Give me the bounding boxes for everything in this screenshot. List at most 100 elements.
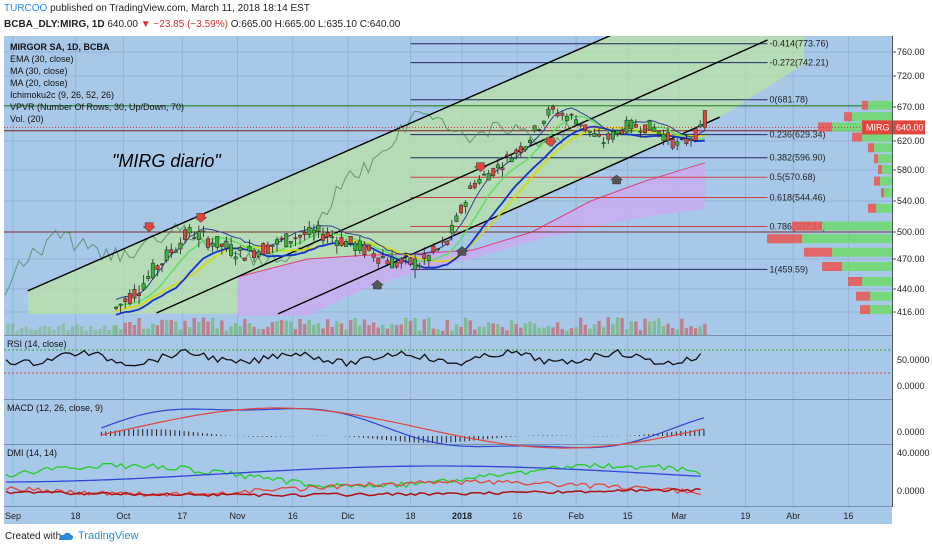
indicator-label: 40.0000 <box>897 448 930 458</box>
candle-body <box>270 245 275 247</box>
volume-bar <box>293 329 298 335</box>
tradingview-logo-icon <box>59 532 74 540</box>
ichimoku-cloud <box>237 162 705 316</box>
created-with-text: Created with <box>5 531 62 542</box>
candle-body <box>569 113 574 116</box>
time-axis-labels: Sep 18 Oct 17 Nov 16 Dic 18 2018 16 Feb 15 Mar 19 Abr 1… <box>5 511 853 521</box>
volume-bar <box>496 324 500 335</box>
volume-bar <box>29 329 33 335</box>
candle-body <box>261 243 266 255</box>
channel-line[interactable] <box>27 36 628 292</box>
volume-bar <box>102 325 107 335</box>
symbol-name[interactable]: BCBA_DLY:MIRG, 1D <box>4 19 105 30</box>
signal-arrow-icon <box>543 137 558 147</box>
legend-item[interactable]: EMA (30, close) <box>10 54 74 64</box>
volume-bar <box>450 330 454 335</box>
dmi-title: DMI (14, 14) <box>7 448 57 458</box>
vpvr-down-bar <box>818 122 832 132</box>
candle-body <box>155 265 160 270</box>
chart-header: TURCOO published on TradingView.com, Mar… <box>0 0 932 36</box>
volume-bar <box>279 320 284 335</box>
candle-body <box>252 250 256 258</box>
candle-body <box>376 257 381 264</box>
candle-body <box>146 276 151 279</box>
candle-body <box>445 240 450 245</box>
volume-bar <box>652 320 656 335</box>
volume-bar <box>79 326 84 335</box>
vpvr-down-bar <box>822 262 842 271</box>
signal-arrow-icon <box>142 222 156 233</box>
volume-bar <box>565 330 569 335</box>
candle-body <box>449 224 454 234</box>
footer: Created with TradingView <box>0 524 932 550</box>
vpvr-up-bar <box>876 203 892 213</box>
volume-bar <box>330 326 334 335</box>
candle-body <box>233 256 238 260</box>
price-label: 760.00 <box>897 47 925 57</box>
candle-body <box>118 303 123 306</box>
price-label: 500.00 <box>897 227 925 237</box>
volume-bar <box>348 320 353 335</box>
candle-body <box>652 126 657 132</box>
signal-arrows <box>142 137 624 290</box>
candle-body <box>463 202 468 207</box>
candle-body <box>229 244 233 256</box>
vpvr-up-bar <box>874 143 892 153</box>
volume-bar <box>684 327 689 335</box>
volume-bar <box>463 317 468 335</box>
ohlc-values: O:665.00 H:665.00 L:635.10 C:640.00 <box>230 19 401 30</box>
volume-bar <box>597 320 601 335</box>
volume-bar <box>666 323 670 335</box>
volume-bar <box>321 328 325 335</box>
price-label: 580.00 <box>897 165 925 175</box>
volume-bar <box>698 326 702 335</box>
candle-body <box>150 262 155 279</box>
candle-body <box>523 146 528 150</box>
candle-body <box>505 154 509 157</box>
fib-label: 0.236(629.34) <box>769 130 825 140</box>
candle-body <box>597 133 601 137</box>
channel-line[interactable] <box>156 39 768 314</box>
price-label: 440.00 <box>897 284 925 294</box>
candle-body <box>546 108 551 116</box>
price-chart[interactable]: -0.414(773.76) -0.272(742.21) 0(681.78) 0.2… <box>0 36 932 524</box>
chart-annotation[interactable]: "MIRG diario" <box>112 151 222 171</box>
candle-body <box>288 241 293 244</box>
volume-bar <box>146 328 150 335</box>
volume-bar <box>459 326 463 335</box>
volume-bar <box>98 328 102 335</box>
candle-body <box>440 240 445 243</box>
candle-body <box>551 106 555 110</box>
candle-body <box>242 257 247 261</box>
volume-bar <box>298 319 302 335</box>
volume-bar <box>43 325 47 335</box>
volume-bar <box>404 317 408 335</box>
candle-body <box>160 263 164 266</box>
volume-bar <box>574 327 578 335</box>
volume-bar <box>440 330 445 335</box>
candles <box>114 104 707 313</box>
volume-bar <box>569 328 574 335</box>
volume-bar <box>275 321 279 335</box>
volume-bar <box>24 326 29 335</box>
legend-item[interactable]: VPVR (Number Of Rows, 30, Up/Down, 70) <box>10 102 184 112</box>
tradingview-link[interactable]: TradingView <box>78 530 139 542</box>
macd-signal-line <box>101 407 705 449</box>
price-label: 470.00 <box>897 254 925 264</box>
legend-item[interactable]: Vol. (20) <box>10 114 44 124</box>
legend-item[interactable]: MA (30, close) <box>10 66 68 76</box>
candle-body <box>495 164 500 169</box>
time-label: 16 <box>512 511 522 521</box>
author-link[interactable]: TURCOO <box>4 3 48 14</box>
legend-item[interactable]: MA (20, close) <box>10 78 68 88</box>
volume-bar <box>141 328 146 335</box>
legend-item[interactable]: Ichimoku2c (9, 26, 52, 26) <box>10 90 114 100</box>
fib-label: 0(681.78) <box>769 95 808 105</box>
legend-item[interactable]: MIRGOR SA, 1D, BCBA <box>10 42 110 52</box>
rsi-line <box>5 348 702 368</box>
candle-body <box>123 298 128 302</box>
macd-title: MACD (12, 26, close, 9) <box>7 403 103 413</box>
volume-bar <box>252 326 256 335</box>
volume-bar <box>183 320 187 335</box>
vpvr-down-bar <box>881 188 884 198</box>
